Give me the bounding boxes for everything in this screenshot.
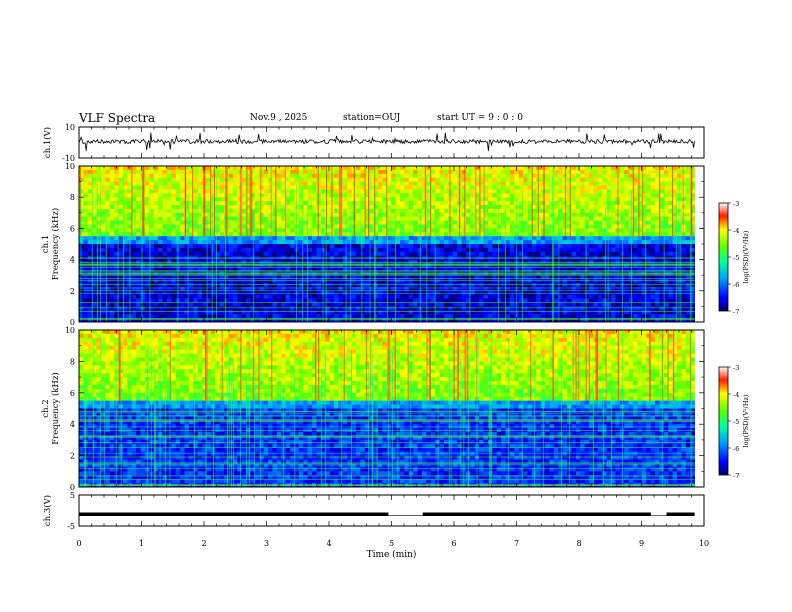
x-tick-label: 3 — [264, 539, 269, 548]
colorbar-tick-label: -4 — [733, 227, 739, 235]
y-tick-label: 4 — [70, 420, 75, 429]
x-tick-label: 5 — [389, 539, 394, 548]
y-tick-label: 0 — [70, 318, 75, 327]
y-tick-label: 2 — [70, 287, 75, 296]
y-tick-label: -5 — [67, 522, 75, 531]
y-tick-label: 4 — [70, 256, 75, 265]
y-tick-label: 10 — [65, 123, 75, 132]
y-axis-label: Frequency (kHz) — [50, 208, 61, 280]
colorbar-tick-label: -6 — [733, 445, 739, 453]
y-axis-label: ch.1 — [41, 235, 51, 253]
x-tick-label: 0 — [76, 539, 81, 548]
x-tick-label: 6 — [451, 539, 456, 548]
y-tick-label: 6 — [70, 224, 75, 233]
y-axis-label: ch.1(V) — [42, 127, 53, 158]
station-label: station=OUJ — [343, 113, 401, 123]
y-axis-label: ch.3(V) — [42, 495, 53, 526]
y-tick-label: 5 — [70, 491, 75, 500]
x-tick-label: 10 — [699, 539, 709, 548]
x-tick-label: 2 — [201, 539, 206, 548]
spectrogram-cells — [79, 166, 696, 323]
colorbar-tick-label: -4 — [733, 391, 739, 399]
x-tick-label: 7 — [514, 539, 519, 548]
x-tick-label: 8 — [576, 539, 581, 548]
y-tick-label: -10 — [62, 154, 75, 163]
colorbar — [718, 366, 729, 476]
colorbar-tick-label: -3 — [733, 364, 739, 372]
colorbar-tick-label: -5 — [733, 254, 739, 262]
colorbar-tick-label: -7 — [733, 472, 739, 480]
y-tick-label: 6 — [70, 389, 75, 398]
colorbar-label: log(PSD)(V²/Hz) — [742, 394, 750, 447]
x-axis-label: Time (min) — [367, 549, 417, 560]
colorbar-tick-label: -5 — [733, 418, 739, 426]
x-tick-label: 9 — [639, 539, 644, 548]
x-tick-label: 4 — [326, 539, 331, 548]
y-tick-label: 10 — [65, 162, 75, 171]
colorbar — [718, 202, 729, 312]
y-axis-label: ch.2 — [41, 399, 51, 417]
colorbar-tick-label: -3 — [733, 200, 739, 208]
date-label: Nov.9 , 2025 — [250, 113, 308, 123]
x-tick-label: 1 — [139, 539, 144, 548]
figure-title: VLF Spectra — [79, 111, 156, 125]
y-tick-label: 2 — [70, 452, 75, 461]
start-ut-label: start UT = 9 : 0 : 0 — [437, 113, 523, 123]
colorbar-tick-label: -7 — [733, 308, 739, 316]
y-tick-label: 8 — [70, 357, 75, 366]
colorbar-label: log(PSD)(V²/Hz) — [742, 230, 750, 283]
y-tick-label: 8 — [70, 193, 75, 202]
y-axis-label: Frequency (kHz) — [50, 372, 61, 444]
ch1-waveform-line — [78, 132, 695, 152]
y-tick-label: 10 — [65, 326, 75, 335]
y-tick-label: 0 — [70, 483, 75, 492]
spectrogram-cells — [79, 330, 696, 488]
colorbar-tick-label: -6 — [733, 281, 739, 289]
